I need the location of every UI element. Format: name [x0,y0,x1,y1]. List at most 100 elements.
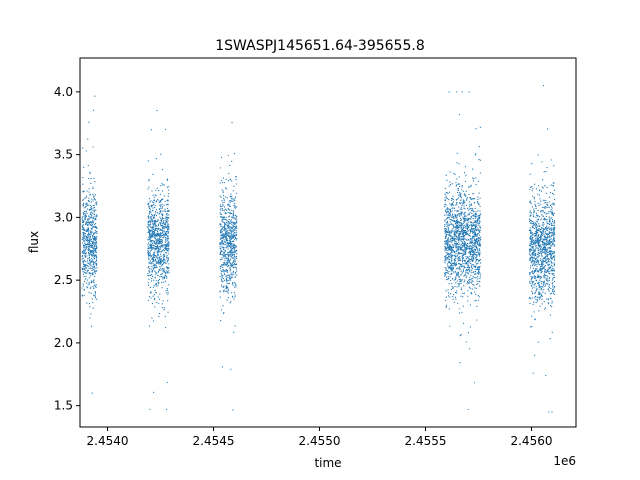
data-point [85,263,87,266]
data-point [155,280,158,282]
data-point [534,284,536,286]
data-point [219,247,221,250]
data-point [232,233,234,235]
data-point [458,284,460,286]
data-point [150,234,152,236]
data-point [221,189,223,191]
data-point [477,198,479,201]
data-point [147,275,149,277]
data-point [463,260,465,262]
data-point [149,250,151,252]
data-point [222,270,224,272]
data-point [446,242,448,245]
data-point [540,233,543,235]
data-point [450,268,452,270]
data-point [90,211,92,213]
data-point [223,279,226,282]
data-point [157,296,159,298]
data-point [475,258,478,260]
data-point [445,269,447,271]
data-point [157,240,159,242]
data-point [478,255,481,257]
data-point [90,201,93,203]
data-point [224,250,226,252]
data-point [535,261,538,263]
data-point [540,219,542,221]
data-point [161,219,163,221]
data-point [223,206,226,208]
data-point [85,197,87,199]
data-point [456,227,458,229]
data-point [164,261,166,263]
data-point [161,230,164,232]
data-point [147,226,149,228]
data-point [470,223,472,225]
data-point [459,185,461,188]
data-point [448,260,450,262]
data-point [468,251,470,253]
data-point [444,262,446,264]
data-point [452,245,454,247]
data-point [472,228,474,231]
data-point [468,193,470,196]
data-point [446,212,448,214]
data-point [235,226,237,228]
data-point [553,245,555,247]
data-point [479,276,481,278]
data-point [168,263,170,265]
data-point [533,239,535,241]
data-point [151,190,153,192]
data-point [470,218,472,220]
data-point [531,315,533,317]
data-point [476,248,479,250]
data-point [476,222,479,224]
data-point [152,286,154,288]
data-point [222,205,224,207]
data-point [452,198,454,201]
data-point [552,221,554,223]
data-point [468,186,470,188]
data-point [466,260,468,262]
data-point [447,240,450,242]
data-point [468,206,470,208]
data-point [551,290,554,292]
data-point [455,204,457,206]
data-point [231,223,233,225]
data-point [91,280,93,282]
data-point [220,272,222,275]
data-point [538,275,540,277]
data-point [537,293,540,296]
data-point [166,268,169,270]
data-point [470,249,472,251]
data-point [538,291,540,293]
data-point [160,234,162,236]
data-point [223,244,225,246]
data-point [478,260,480,262]
data-point [552,257,554,259]
data-point [473,270,475,273]
data-point [476,305,478,307]
data-point [233,229,236,231]
data-point [87,238,89,240]
data-point [543,244,545,246]
data-point [472,280,474,283]
data-point [222,286,225,288]
data-point [159,267,162,269]
data-point [447,249,449,252]
data-point [152,203,155,205]
data-point [532,236,534,238]
data-point [459,202,461,204]
data-point [534,354,536,357]
data-point [446,247,448,249]
data-point [472,260,474,262]
data-point [88,263,91,265]
data-point [149,239,151,241]
data-point [451,259,453,261]
data-point [81,258,83,260]
data-point [232,224,234,227]
data-point [83,253,85,255]
data-point [479,259,482,261]
data-point [223,237,225,239]
data-point [149,274,151,277]
data-point [471,244,474,246]
